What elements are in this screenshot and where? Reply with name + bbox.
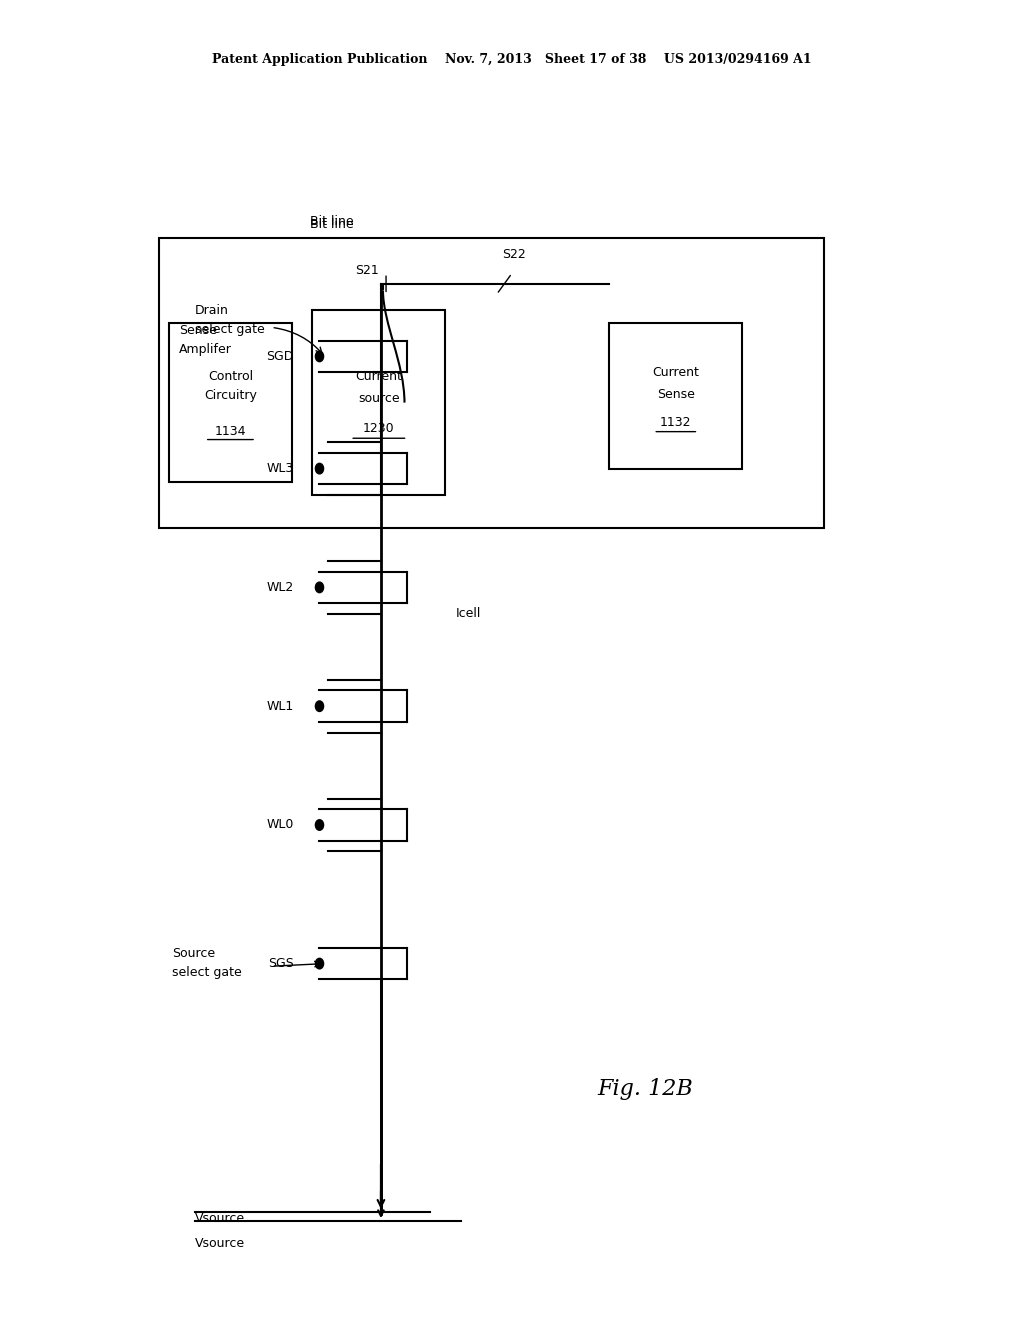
Text: SGS: SGS [268,957,294,970]
Circle shape [315,958,324,969]
Text: Fig. 12B: Fig. 12B [597,1078,693,1100]
Text: Icell: Icell [456,607,481,620]
Circle shape [315,701,324,711]
Text: Vsource: Vsource [195,1212,245,1225]
Text: Current: Current [652,366,699,379]
Text: Drain: Drain [195,304,228,317]
Text: S21: S21 [354,264,379,277]
Text: Sense: Sense [179,323,217,337]
Text: Source: Source [172,946,215,960]
FancyBboxPatch shape [609,323,742,469]
Text: WL1: WL1 [266,700,294,713]
Text: WL2: WL2 [266,581,294,594]
Text: S22: S22 [502,248,525,261]
Text: Current: Current [355,370,402,383]
Text: source: source [358,392,399,405]
Text: Circuitry: Circuitry [204,389,257,403]
Text: Bit line: Bit line [309,218,353,231]
Circle shape [315,463,324,474]
Text: 1134: 1134 [215,425,246,438]
FancyBboxPatch shape [312,310,445,495]
Text: select gate: select gate [172,966,242,979]
Text: Bit line: Bit line [309,215,353,228]
Text: WL3: WL3 [266,462,294,475]
Text: Vsource: Vsource [195,1237,245,1250]
FancyBboxPatch shape [159,238,824,528]
Circle shape [315,351,324,362]
Text: select gate: select gate [195,323,264,337]
Text: Control: Control [208,370,253,383]
Text: 1132: 1132 [660,416,691,429]
Text: SGD: SGD [266,350,294,363]
Text: WL0: WL0 [266,818,294,832]
Text: Sense: Sense [657,388,694,401]
Text: Amplifer: Amplifer [179,343,232,356]
Circle shape [315,582,324,593]
Text: Patent Application Publication    Nov. 7, 2013   Sheet 17 of 38    US 2013/02941: Patent Application Publication Nov. 7, 2… [212,53,812,66]
FancyBboxPatch shape [169,323,292,482]
Circle shape [315,820,324,830]
Text: 1230: 1230 [364,422,394,436]
